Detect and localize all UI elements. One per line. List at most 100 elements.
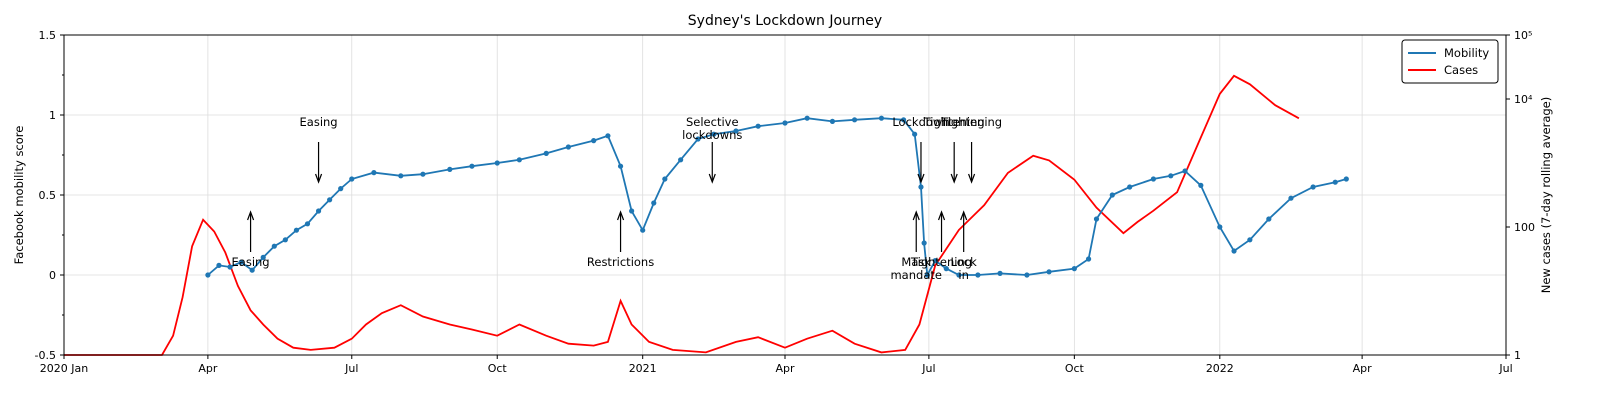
mobility-point: [851, 117, 858, 123]
y-right-tick-label: 10⁴: [1514, 93, 1533, 106]
mobility-point: [1127, 184, 1133, 190]
mobility-point: [1332, 179, 1338, 185]
annotations: Easing Easing Restrictions Selectivelockdow…: [232, 115, 1003, 282]
y-left-tick-label: -0.5: [35, 349, 56, 362]
mobility-point: [695, 136, 701, 142]
mobility-point: [943, 266, 949, 272]
mobility-point: [617, 163, 624, 169]
annotation-label: mandate: [890, 268, 941, 282]
y-right-tick-label: 1: [1514, 349, 1521, 362]
x-tick-label: Jul: [1498, 362, 1512, 375]
annotation-label: Tightening: [923, 115, 985, 129]
mobility-point: [327, 197, 333, 203]
mobility-point: [420, 171, 426, 177]
mobility-line: [207, 117, 1347, 278]
mobility-point: [271, 243, 277, 249]
grid-lines: [63, 34, 1507, 356]
annotation-label: Lock: [951, 255, 978, 269]
annotation-label: lockdowns: [682, 128, 742, 142]
mobility-point: [733, 128, 739, 134]
mobility-point: [469, 163, 475, 169]
mobility-point: [238, 259, 244, 265]
x-tick-label: Apr: [1353, 362, 1373, 375]
mobility-point: [755, 123, 761, 129]
annotation-arrowhead: [708, 173, 716, 184]
mobility-point: [494, 160, 500, 166]
mobility-point: [1085, 256, 1092, 262]
x-tick-label: Oct: [488, 362, 508, 375]
mobility-point: [1024, 272, 1030, 278]
annotation-arrowhead: [960, 210, 968, 221]
mobility-point: [1288, 195, 1294, 201]
x-tick-label: 2020 Jan: [40, 362, 88, 375]
y-left-tick-label: 1.5: [39, 29, 57, 42]
mobility-point: [282, 237, 288, 243]
x-tick-label: 2021: [629, 362, 657, 375]
annotation-arrowhead: [247, 210, 255, 221]
mobility-point: [1182, 168, 1188, 174]
annotation-arrowhead: [937, 210, 946, 221]
mobility-point: [651, 200, 657, 206]
mobility-point: [1150, 176, 1157, 182]
mobility-point: [398, 173, 404, 179]
annotation-label: Easing: [300, 115, 338, 129]
mobility-point: [1198, 182, 1204, 188]
mobility-point: [662, 176, 668, 182]
mobility-point: [924, 272, 930, 278]
mobility-point: [543, 150, 549, 156]
y-left-tick-label: 1: [49, 109, 56, 122]
mobility-point: [591, 138, 597, 144]
mobility-point: [338, 186, 344, 192]
mobility-point: [216, 262, 222, 268]
mobility-point: [260, 254, 266, 260]
mobility-point: [605, 133, 611, 139]
mobility-point: [878, 115, 885, 121]
x-tick-label: Apr: [198, 362, 218, 375]
mobility-point: [1247, 237, 1253, 243]
mobility-point: [782, 120, 788, 126]
mobility-point: [912, 131, 918, 137]
mobility-point: [1266, 216, 1272, 222]
annotation-arrowhead: [968, 173, 976, 184]
mobility-point: [315, 208, 322, 214]
legend-label: Cases: [1444, 63, 1478, 77]
annotation-arrowhead: [616, 210, 625, 221]
annotation-label: Easing: [232, 255, 270, 269]
x-tick-label: 2022: [1206, 362, 1234, 375]
mobility-point: [447, 166, 453, 172]
annotation-arrowhead: [315, 173, 323, 184]
mobility-point: [900, 117, 907, 123]
mobility-point: [1231, 248, 1237, 254]
x-tick-label: Apr: [775, 362, 795, 375]
mobility-point: [1093, 216, 1100, 222]
x-axis: 2020 Jan Apr Jul Oct 2021 Apr Jul Oct 2022 Apr Jul: [40, 355, 1513, 375]
mobility-point: [1217, 224, 1223, 230]
mobility-series: [205, 115, 1349, 278]
annotation-label: in: [958, 268, 968, 282]
annotation-label: Lockdown: [892, 115, 949, 129]
mobility-point: [1046, 269, 1052, 275]
x-tick-label: Jul: [921, 362, 935, 375]
legend-label: Mobility: [1444, 46, 1489, 60]
annotation-label: Selective: [686, 115, 739, 129]
annotation-label: Tightening: [910, 255, 972, 269]
mobility-point: [711, 131, 717, 137]
mobility-point: [1168, 173, 1174, 179]
legend-box: [1401, 39, 1499, 84]
mobility-point: [640, 227, 646, 233]
annotation-label: Tightening: [940, 115, 1002, 129]
x-tick-label: Jul: [344, 362, 358, 375]
mobility-point: [921, 240, 927, 246]
mobility-point: [304, 221, 311, 227]
y-axis-right: 1 100 10⁴ 10⁵: [1506, 29, 1535, 362]
mobility-point: [1071, 266, 1077, 272]
annotation-arrowhead: [917, 173, 925, 184]
mobility-point: [349, 176, 355, 182]
mobility-point: [975, 272, 981, 278]
y-left-tick-label: 0.5: [39, 189, 57, 202]
chart-title: Sydney's Lockdown Journey: [688, 13, 882, 29]
mobility-point: [678, 157, 684, 163]
mobility-point: [516, 157, 522, 163]
x-tick-label: Oct: [1065, 362, 1085, 375]
